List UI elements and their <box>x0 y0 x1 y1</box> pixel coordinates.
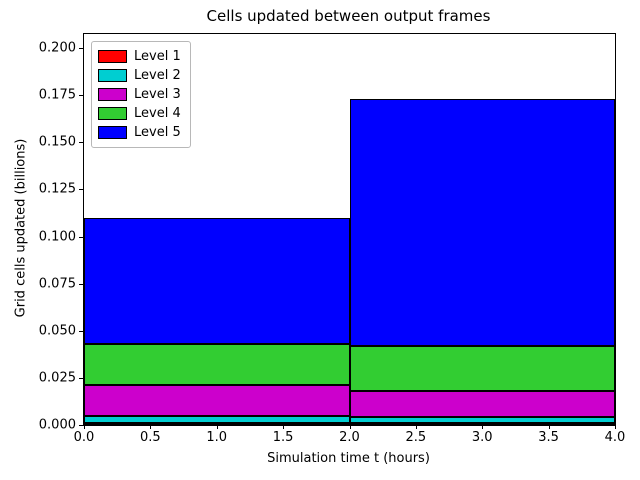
legend-swatch-icon <box>98 126 127 139</box>
y-tick-label: 0.125 <box>38 181 76 197</box>
legend-item: Level 3 <box>98 85 181 104</box>
legend-swatch-icon <box>98 69 127 82</box>
x-tick-mark <box>548 425 550 429</box>
bar-segment-level-3 <box>349 391 615 418</box>
y-tick-label: 0.200 <box>38 40 76 56</box>
y-tick-label: 0.025 <box>38 370 76 386</box>
x-tick-label: 0.5 <box>140 430 161 445</box>
bar-segment-level-1 <box>84 423 350 426</box>
chart-title: Cells updated between output frames <box>206 7 491 25</box>
y-tick-mark <box>79 425 83 426</box>
x-tick-mark <box>84 425 85 429</box>
y-tick-label: 0.000 <box>38 417 76 433</box>
bar-segment-level-4 <box>84 343 350 386</box>
legend-item: Level 1 <box>98 47 181 66</box>
legend-swatch-icon <box>98 88 127 101</box>
legend-item: Level 4 <box>98 104 181 123</box>
legend-label: Level 5 <box>134 125 181 140</box>
y-tick-label: 0.175 <box>38 87 76 103</box>
x-tick-label: 4.0 <box>604 430 626 445</box>
y-tick-label: 0.100 <box>38 229 76 245</box>
legend: Level 1 Level 2 Level 3 Level 4 Level 5 <box>91 41 191 148</box>
plot-area: Level 1 Level 2 Level 3 Level 4 Level 5 <box>83 33 616 426</box>
y-tick-label: 0.150 <box>38 134 76 150</box>
legend-item: Level 2 <box>98 66 181 85</box>
y-tick-mark <box>79 189 83 191</box>
y-tick-label: 0.050 <box>38 323 76 339</box>
legend-label: Level 2 <box>134 68 181 83</box>
bar-segment-level-1 <box>349 423 615 426</box>
legend-label: Level 4 <box>134 106 181 121</box>
x-axis-label: Simulation time t (hours) <box>267 451 430 466</box>
bar-segment-level-5 <box>349 99 615 346</box>
bar-segment-level-2 <box>349 417 615 424</box>
x-tick-label: 3.5 <box>538 430 559 445</box>
y-tick-mark <box>79 48 83 50</box>
bar-segment-level-2 <box>84 415 350 424</box>
legend-label: Level 1 <box>134 49 181 64</box>
x-tick-mark <box>482 425 484 429</box>
x-tick-label: 1.5 <box>272 430 294 445</box>
bar-segment-level-3 <box>84 385 350 416</box>
y-tick-mark <box>79 95 83 97</box>
y-tick-mark <box>79 283 83 285</box>
y-tick-mark <box>79 142 83 144</box>
x-tick-mark <box>349 425 351 429</box>
bar-segment-level-4 <box>349 345 615 392</box>
x-tick-mark <box>415 425 417 429</box>
x-tick-label: 3.0 <box>471 430 493 445</box>
y-tick-mark <box>79 330 83 332</box>
x-tick-label: 1.0 <box>206 430 228 445</box>
x-tick-mark <box>150 425 152 429</box>
x-tick-mark <box>216 425 218 429</box>
x-tick-mark <box>615 425 616 429</box>
legend-swatch-icon <box>98 107 127 120</box>
legend-label: Level 3 <box>134 87 181 102</box>
y-tick-label: 0.075 <box>38 276 76 292</box>
x-tick-label: 0.0 <box>73 430 95 445</box>
x-tick-mark <box>283 425 285 429</box>
legend-item: Level 5 <box>98 123 181 142</box>
legend-swatch-icon <box>98 50 127 63</box>
x-tick-label: 2.5 <box>405 430 427 445</box>
y-tick-mark <box>79 377 83 379</box>
y-tick-mark <box>79 236 83 238</box>
bar-segment-level-5 <box>84 217 350 344</box>
x-tick-label: 2.0 <box>339 430 360 445</box>
